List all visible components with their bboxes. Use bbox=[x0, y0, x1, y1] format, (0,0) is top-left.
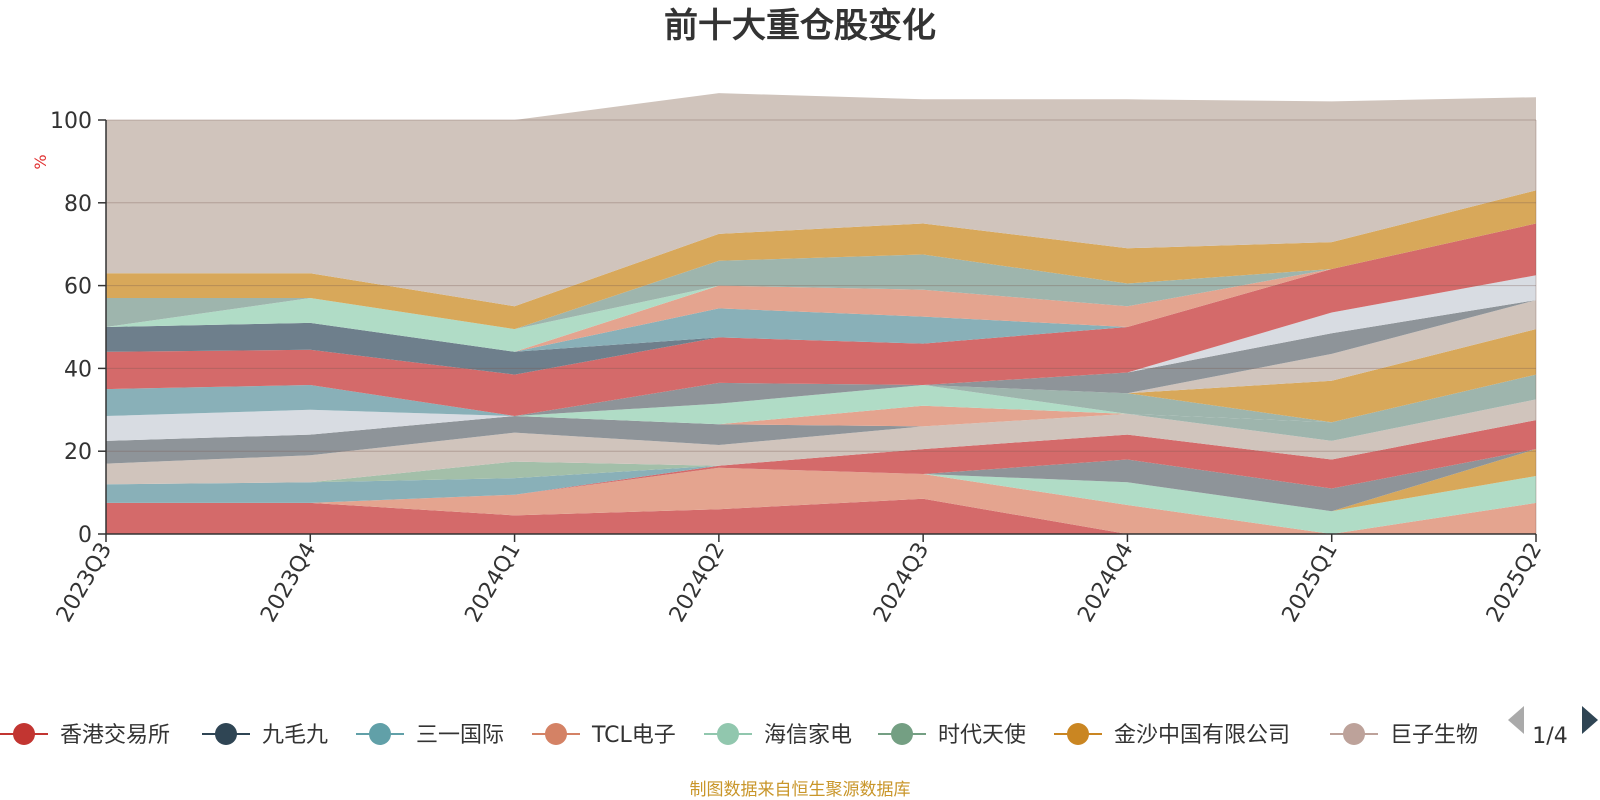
legend-circle-marker bbox=[891, 723, 913, 745]
legend-item[interactable]: 香港交易所 bbox=[0, 723, 170, 748]
y-tick-label: 20 bbox=[64, 440, 92, 465]
legend-circle-marker bbox=[1343, 723, 1365, 745]
legend-circle-marker bbox=[545, 723, 567, 745]
x-tick-label: 2024Q4 bbox=[1073, 539, 1138, 627]
legend-circle-marker bbox=[1067, 723, 1089, 745]
area-band-10 bbox=[106, 399, 1536, 485]
area-band-21 bbox=[106, 275, 1536, 416]
area-band-22 bbox=[106, 223, 1536, 416]
area-band-7 bbox=[106, 420, 1536, 503]
area-band-17 bbox=[106, 300, 1536, 441]
area-band-9 bbox=[106, 420, 1536, 485]
area-band-5 bbox=[106, 449, 1536, 512]
x-tick-label: 2024Q3 bbox=[869, 539, 934, 627]
legend-item[interactable]: 巨子生物 bbox=[1330, 723, 1478, 748]
area-band-6 bbox=[106, 420, 1536, 503]
y-tick-label: 0 bbox=[78, 523, 92, 548]
y-tick-label: 100 bbox=[50, 109, 92, 134]
area-band-12 bbox=[106, 374, 1536, 464]
area-band-1 bbox=[106, 498, 1536, 534]
area-band-18 bbox=[106, 300, 1536, 441]
x-tick-label: 2023Q3 bbox=[52, 539, 117, 627]
data-source-note: 制图数据来自恒生聚源数据库 bbox=[690, 780, 911, 800]
legend-prev-page-icon[interactable] bbox=[1508, 706, 1524, 734]
area-band-24 bbox=[106, 223, 1536, 352]
y-tick-label: 40 bbox=[64, 357, 92, 382]
legend-item[interactable]: 三一国际 bbox=[356, 723, 504, 748]
legend-item[interactable]: TCL电子 bbox=[532, 723, 676, 748]
legend-page-indicator: 1/4 bbox=[1532, 724, 1567, 749]
area-band-2 bbox=[106, 467, 1536, 534]
y-tick-label: 80 bbox=[64, 192, 92, 217]
y-tick-label: 60 bbox=[64, 275, 92, 300]
legend-circle-marker bbox=[717, 723, 739, 745]
legend-label: 香港交易所 bbox=[60, 723, 170, 748]
legend-circle-marker bbox=[215, 723, 237, 745]
legend-circle-marker bbox=[13, 723, 35, 745]
area-band-29 bbox=[106, 93, 1536, 307]
area-band-28 bbox=[106, 190, 1536, 330]
x-tick-label: 2024Q2 bbox=[665, 539, 730, 627]
legend-item[interactable]: 金沙中国有限公司 bbox=[1054, 723, 1290, 748]
legend-label: 金沙中国有限公司 bbox=[1114, 723, 1290, 748]
area-band-20 bbox=[106, 275, 1536, 416]
area-band-27 bbox=[106, 223, 1536, 330]
legend-pager: 1/4 bbox=[1508, 706, 1598, 749]
x-tick-label: 2023Q4 bbox=[256, 539, 321, 627]
legend-label: 九毛九 bbox=[262, 723, 328, 748]
area-band-25 bbox=[106, 223, 1536, 352]
area-band-11 bbox=[106, 374, 1536, 464]
x-tick-label: 2025Q1 bbox=[1278, 539, 1343, 627]
legend-label: TCL电子 bbox=[591, 723, 676, 748]
area-band-19 bbox=[106, 300, 1536, 416]
chart-title: 前十大重仓股变化 bbox=[664, 6, 936, 46]
plot-area bbox=[106, 93, 1536, 534]
legend-item[interactable]: 九毛九 bbox=[202, 723, 328, 748]
legend-label: 三一国际 bbox=[416, 723, 504, 748]
legend-label: 海信家电 bbox=[764, 723, 852, 748]
legend-label: 时代天使 bbox=[938, 723, 1026, 748]
y-axis-unit-label: % bbox=[31, 154, 50, 169]
legend-item[interactable]: 海信家电 bbox=[704, 723, 852, 748]
legend-circle-marker bbox=[369, 723, 391, 745]
legend-item[interactable]: 时代天使 bbox=[878, 723, 1026, 748]
x-tick-label: 2025Q2 bbox=[1482, 539, 1547, 627]
legend-label: 巨子生物 bbox=[1390, 723, 1478, 748]
x-tick-label: 2024Q1 bbox=[460, 539, 525, 627]
area-band-3 bbox=[106, 467, 1536, 534]
area-band-14 bbox=[106, 374, 1536, 441]
legend: 香港交易所 九毛九 三一国际 TCL电子 海信家电 时代天使 金沙中国有限公司 巨子生物 bbox=[0, 723, 1478, 748]
legend-next-page-icon[interactable] bbox=[1582, 706, 1598, 734]
